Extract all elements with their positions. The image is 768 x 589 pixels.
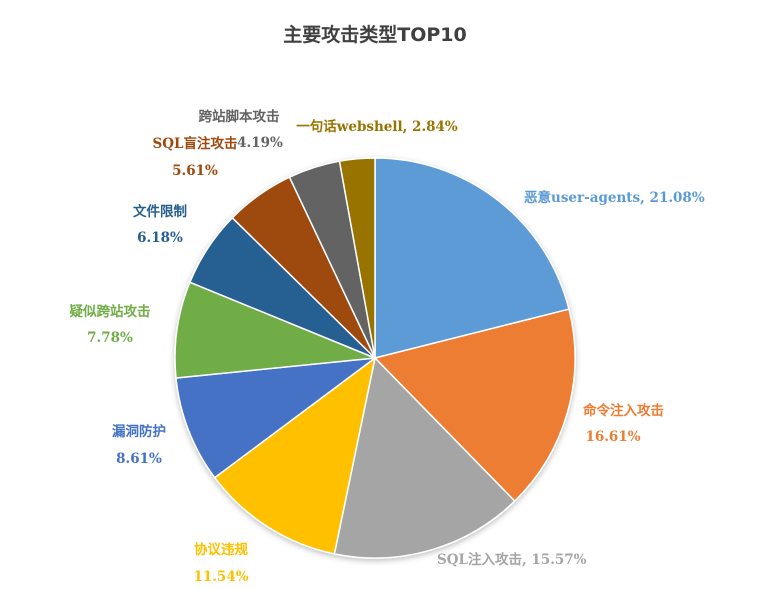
pie-slice-2: [373, 308, 576, 503]
slice-value-label-9: 4.19%: [237, 135, 283, 151]
slice-value-label-6: 7.78%: [87, 330, 133, 346]
slice-value-label-5: 8.61%: [116, 451, 162, 467]
slice-name-label-2: 命令注入攻击: [582, 402, 664, 419]
pie-slice-10: [338, 157, 376, 359]
slice-name-label-3: SQL注入攻击, 15.57%: [437, 551, 587, 568]
pie-slice-6: [174, 281, 376, 379]
pie-labels: 恶意user-agents, 21.08% 命令注入攻击 16.61% SQL注入攻击…: [70, 108, 705, 585]
slice-name-label-8: SQL盲注攻击: [152, 135, 237, 152]
slice-name-label-1: 恶意user-agents, 21.08%: [524, 189, 705, 206]
slice-name-label-9: 跨站脚本攻击: [199, 108, 280, 125]
slice-value-label-4: 11.54%: [193, 569, 248, 585]
slice-value-label-7: 6.18%: [137, 230, 183, 246]
slice-name-label-7: 文件限制: [133, 203, 187, 220]
slice-value-label-8: 5.61%: [172, 163, 218, 179]
pie-slice-3: [333, 356, 516, 559]
slice-name-label-5: 漏洞防护: [112, 423, 166, 440]
slice-name-label-6: 疑似跨站攻击: [70, 303, 151, 320]
pie-slice-1: [374, 157, 570, 359]
pie-slice-5: [175, 356, 378, 479]
pie-slices: [174, 157, 576, 559]
slice-value-label-2: 16.61%: [585, 429, 640, 445]
pie-slice-4: [213, 356, 377, 555]
slice-name-label-4: 协议违规: [194, 541, 248, 558]
chart-title: 主要攻击类型TOP10: [283, 23, 466, 46]
slice-name-label-10: 一句话webshell, 2.84%: [296, 118, 458, 135]
